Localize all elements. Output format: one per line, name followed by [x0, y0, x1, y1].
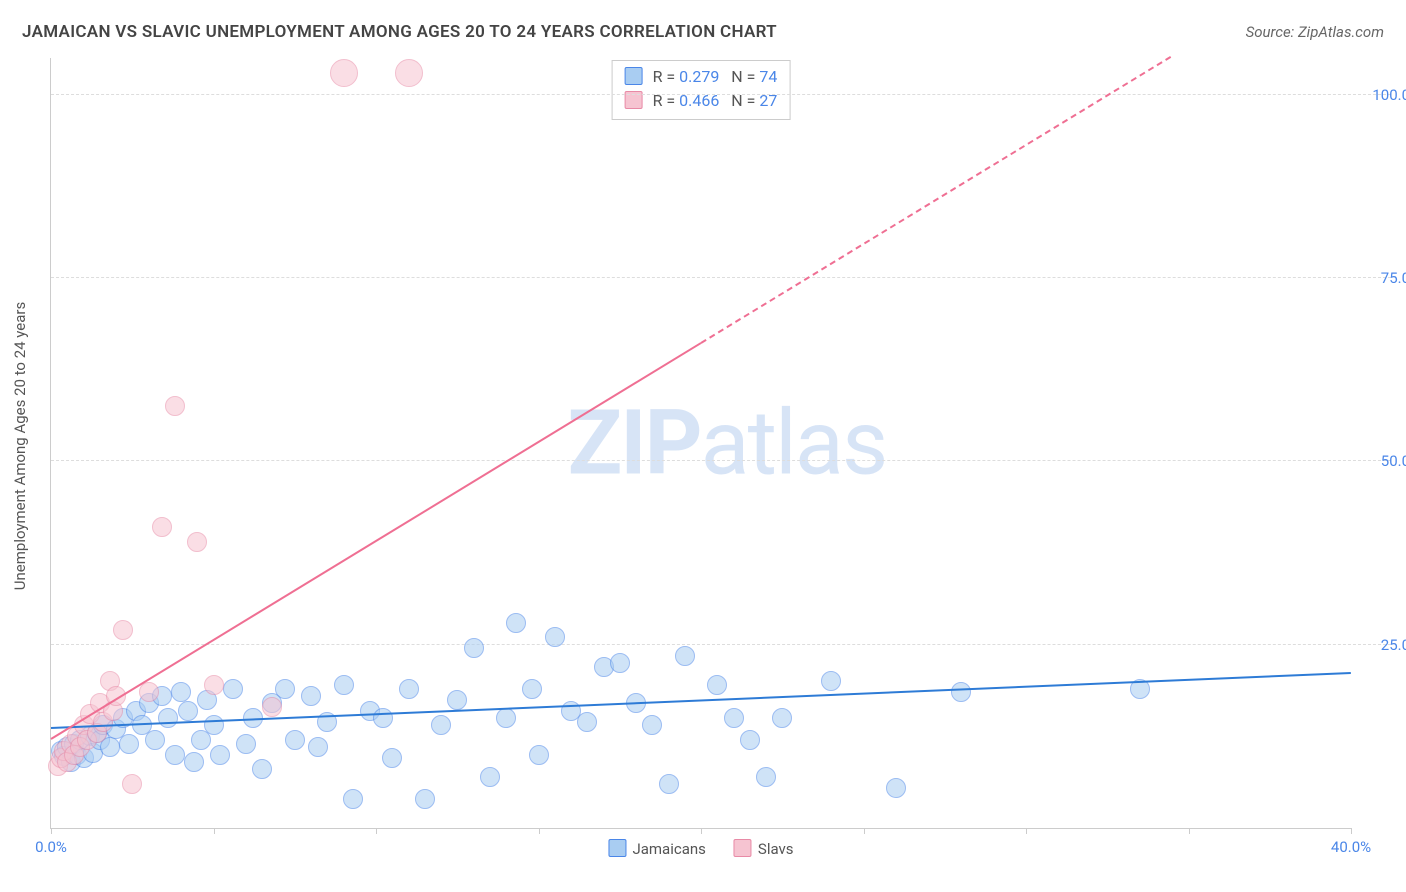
slavs-point	[330, 59, 358, 87]
jamaicans-point	[886, 778, 906, 798]
jamaicans-point	[756, 767, 776, 787]
jamaicans-point	[724, 708, 744, 728]
jamaicans-point	[496, 708, 516, 728]
jamaicans-point	[522, 679, 542, 699]
slavs-point	[165, 396, 185, 416]
jamaicans-point	[740, 730, 760, 750]
jamaicans-point	[275, 679, 295, 699]
slavs-point	[152, 517, 172, 537]
legend-label: Jamaicans	[632, 840, 705, 858]
jamaicans-point	[301, 686, 321, 706]
jamaicans-point	[334, 675, 354, 695]
stats-row-slavs: R = 0.466 N = 27	[625, 89, 778, 113]
legend-item-jamaicans: Jamaicans	[608, 839, 705, 858]
jamaicans-point	[675, 646, 695, 666]
jamaicans-point	[210, 745, 230, 765]
jamaicans-point	[165, 745, 185, 765]
source-attribution: Source: ZipAtlas.com	[1246, 23, 1384, 41]
slavs-point	[262, 697, 282, 717]
jamaicans-point	[659, 774, 679, 794]
gridline	[51, 277, 1391, 278]
legend-item-slavs: Slavs	[734, 839, 794, 858]
jamaicans-point	[204, 715, 224, 735]
legend-swatch	[608, 839, 626, 857]
title-bar: JAMAICAN VS SLAVIC UNEMPLOYMENT AMONG AG…	[22, 22, 1384, 42]
chart-title: JAMAICAN VS SLAVIC UNEMPLOYMENT AMONG AG…	[22, 22, 777, 42]
x-tick	[51, 828, 52, 834]
y-tick-label: 25.0%	[1381, 636, 1406, 654]
x-tick	[1189, 828, 1190, 834]
jamaicans-point	[447, 690, 467, 710]
jamaicans-point	[119, 734, 139, 754]
y-axis-label: Unemployment Among Ages 20 to 24 years	[12, 302, 30, 590]
jamaicans-point	[158, 708, 178, 728]
jamaicans-point	[506, 613, 526, 633]
x-tick-label: 40.0%	[1331, 838, 1371, 856]
jamaicans-R: 0.279	[679, 67, 719, 86]
jamaicans-point	[480, 767, 500, 787]
jamaicans-point	[223, 679, 243, 699]
jamaicans-point	[252, 759, 272, 779]
x-tick	[539, 828, 540, 834]
slavs-point	[187, 532, 207, 552]
y-tick-label: 75.0%	[1381, 269, 1406, 287]
x-tick	[376, 828, 377, 834]
correlation-stats-box: R = 0.279 N = 74R = 0.466 N = 27	[612, 60, 791, 120]
jamaicans-point	[382, 748, 402, 768]
jamaicans-point	[529, 745, 549, 765]
jamaicans-point	[577, 712, 597, 732]
slavs-trendline	[50, 342, 701, 740]
jamaicans-N: 74	[759, 67, 777, 86]
x-tick-label: 0.0%	[35, 838, 67, 856]
jamaicans-point	[308, 737, 328, 757]
jamaicans-point	[772, 708, 792, 728]
jamaicans-point	[431, 715, 451, 735]
jamaicans-point	[236, 734, 256, 754]
y-tick-label: 50.0%	[1381, 452, 1406, 470]
jamaicans-point	[610, 653, 630, 673]
jamaicans-point	[343, 789, 363, 809]
y-axis-label-wrap: Unemployment Among Ages 20 to 24 years	[8, 0, 33, 892]
jamaicans-point	[642, 715, 662, 735]
y-tick-label: 100.0%	[1372, 86, 1406, 104]
jamaicans-point	[821, 671, 841, 691]
legend-label: Slavs	[758, 840, 794, 858]
legend-swatch	[734, 839, 752, 857]
scatter-plot: ZIPatlas R = 0.279 N = 74R = 0.466 N = 2…	[50, 58, 1351, 829]
jamaicans-point	[178, 701, 198, 721]
x-tick	[214, 828, 215, 834]
jamaicans-point	[707, 675, 727, 695]
series-legend: Jamaicans Slavs	[608, 839, 793, 858]
jamaicans-point	[545, 627, 565, 647]
jamaicans-point	[145, 730, 165, 750]
gridline	[51, 94, 1391, 95]
jamaicans-point	[285, 730, 305, 750]
jamaicans-point	[415, 789, 435, 809]
x-tick	[701, 828, 702, 834]
x-tick	[1026, 828, 1027, 834]
jamaicans-trendline	[51, 672, 1351, 729]
slavs-point	[204, 675, 224, 695]
slavs-point	[395, 59, 423, 87]
slavs-point	[113, 620, 133, 640]
jamaicans-point	[171, 682, 191, 702]
jamaicans-point	[464, 638, 484, 658]
watermark: ZIPatlas	[568, 391, 887, 496]
jamaicans-swatch	[625, 67, 643, 85]
jamaicans-point	[951, 682, 971, 702]
jamaicans-point	[184, 752, 204, 772]
slavs-point	[139, 682, 159, 702]
slavs-point	[122, 774, 142, 794]
jamaicans-point	[399, 679, 419, 699]
stats-row-jamaicans: R = 0.279 N = 74	[625, 65, 778, 89]
x-tick	[864, 828, 865, 834]
jamaicans-point	[373, 708, 393, 728]
gridline	[51, 460, 1391, 461]
x-tick	[1351, 828, 1352, 834]
gridline	[51, 644, 1391, 645]
